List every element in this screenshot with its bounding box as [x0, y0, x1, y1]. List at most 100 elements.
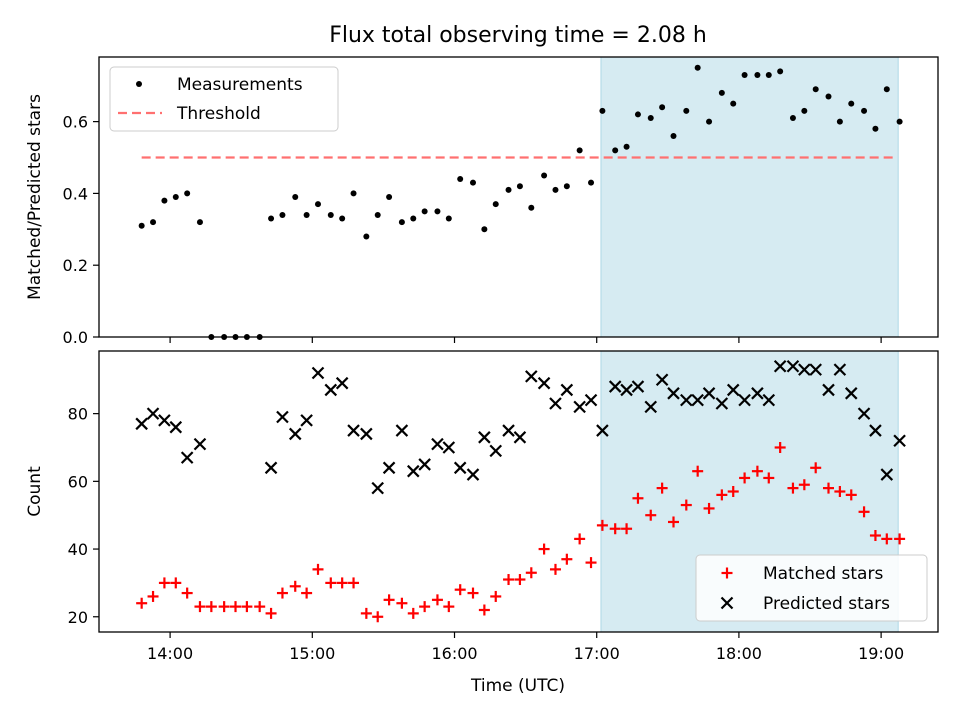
- x-tick-label: 16:00: [431, 644, 477, 663]
- predicted-stars-point: [300, 414, 313, 427]
- measurement-point: [659, 104, 666, 111]
- measurement-point: [161, 197, 168, 204]
- chart-title: Flux total observing time = 2.08 h: [329, 23, 707, 48]
- marker-stroke: [324, 383, 338, 397]
- measurement-point: [825, 93, 832, 100]
- marker-stroke: [347, 424, 360, 437]
- measurement-point: [138, 222, 145, 229]
- measurement-point: [374, 211, 381, 218]
- matched-stars-point: [763, 472, 775, 484]
- matched-stars-point: [419, 601, 431, 613]
- x-tick-label: 14:00: [147, 644, 193, 663]
- matched-stars-point: [810, 462, 822, 474]
- marker-stroke: [453, 461, 467, 475]
- marker-stroke: [786, 359, 800, 373]
- matched-stars-point: [194, 601, 206, 613]
- matched-stars-point: [609, 523, 621, 535]
- matched-stars-point: [549, 563, 561, 575]
- x-tick-label: 15:00: [289, 644, 335, 663]
- predicted-stars-point: [726, 383, 740, 397]
- predicted-stars-point: [502, 424, 515, 437]
- y-tick-label: 60: [68, 472, 88, 491]
- predicted-stars-point: [584, 393, 598, 407]
- measurement-point: [434, 208, 441, 215]
- matched-stars-point: [514, 574, 526, 586]
- measurement-point: [350, 190, 357, 197]
- predicted-stars-point: [406, 464, 420, 478]
- y-tick-label: 40: [68, 540, 88, 559]
- marker-stroke: [798, 363, 811, 376]
- matched-stars-point: [834, 486, 846, 497]
- predicted-stars-point: [869, 424, 882, 437]
- measurement-point: [469, 179, 476, 186]
- marker-stroke: [406, 464, 420, 478]
- marker-stroke: [418, 458, 431, 471]
- matched-stars-point: [490, 590, 502, 602]
- predicted-stars-point: [560, 383, 574, 397]
- matched-stars-point: [716, 489, 728, 501]
- predicted-stars-point: [158, 414, 171, 427]
- measurement-point: [410, 215, 417, 222]
- predicted-stars-point: [169, 420, 183, 434]
- matched-stars-point: [158, 577, 170, 589]
- marker-stroke: [135, 417, 148, 431]
- predicted-stars-point: [893, 434, 906, 447]
- matched-stars-point: [621, 523, 633, 535]
- marker-stroke: [667, 387, 680, 400]
- marker-stroke: [264, 461, 278, 475]
- marker-stroke: [762, 393, 776, 407]
- measurement-point: [765, 71, 772, 78]
- marker-stroke: [844, 387, 858, 400]
- matched-stars-point: [525, 567, 537, 579]
- measurement-point: [599, 107, 606, 114]
- predicted-stars-point: [596, 424, 609, 437]
- marker-stroke: [702, 387, 716, 400]
- measurement-point: [421, 208, 428, 215]
- matched-stars-point: [254, 601, 266, 613]
- matched-stars-point: [478, 604, 490, 616]
- measurement-point: [268, 215, 275, 222]
- measurement-point: [576, 147, 583, 154]
- predicted-stars-point: [655, 373, 669, 387]
- marker-stroke: [893, 434, 906, 447]
- matched-stars-point: [858, 506, 870, 518]
- marker-stroke: [822, 383, 835, 397]
- matched-stars-point: [561, 553, 573, 565]
- marker-stroke: [502, 424, 515, 437]
- marker-stroke: [751, 387, 764, 400]
- marker-stroke: [431, 437, 444, 451]
- legend-box: [109, 66, 339, 132]
- measurement-point: [552, 186, 559, 193]
- legend-marker-matched: [721, 567, 733, 579]
- matched-stars-point: [136, 597, 148, 609]
- marker-stroke: [596, 424, 609, 437]
- predicted-stars-point: [833, 363, 847, 376]
- matched-stars-point: [656, 482, 668, 494]
- predicted-stars-point: [418, 458, 431, 471]
- marker-stroke: [833, 363, 847, 376]
- matched-stars-point: [503, 574, 515, 586]
- legend-box: [695, 554, 928, 622]
- axes-frame: [98, 350, 939, 633]
- marker-stroke: [478, 431, 491, 444]
- marker-stroke: [857, 407, 871, 420]
- marker-stroke: [584, 393, 598, 407]
- measurement-point: [588, 179, 595, 186]
- measurement-point: [694, 64, 701, 71]
- marker-stroke: [720, 596, 734, 610]
- predicted-stars-point: [489, 444, 503, 458]
- matched-stars-point: [798, 479, 810, 491]
- predicted-stars-point: [857, 407, 871, 420]
- marker-stroke: [300, 414, 313, 427]
- matched-stars-point: [787, 482, 799, 494]
- predicted-stars-point: [276, 410, 289, 424]
- measurement-point: [516, 183, 523, 190]
- predicted-stars-point: [786, 359, 800, 373]
- matched-stars-point: [774, 441, 786, 453]
- predicted-stars-point: [347, 424, 360, 437]
- matched-stars-point: [881, 533, 893, 545]
- panel-counts: 14:00 15:00 16:00 17:00 18:00 19:00 20 40 60 80 Co…: [25, 350, 939, 663]
- legend-label-threshold: Threshold: [176, 104, 261, 124]
- matched-stars-point: [383, 594, 395, 606]
